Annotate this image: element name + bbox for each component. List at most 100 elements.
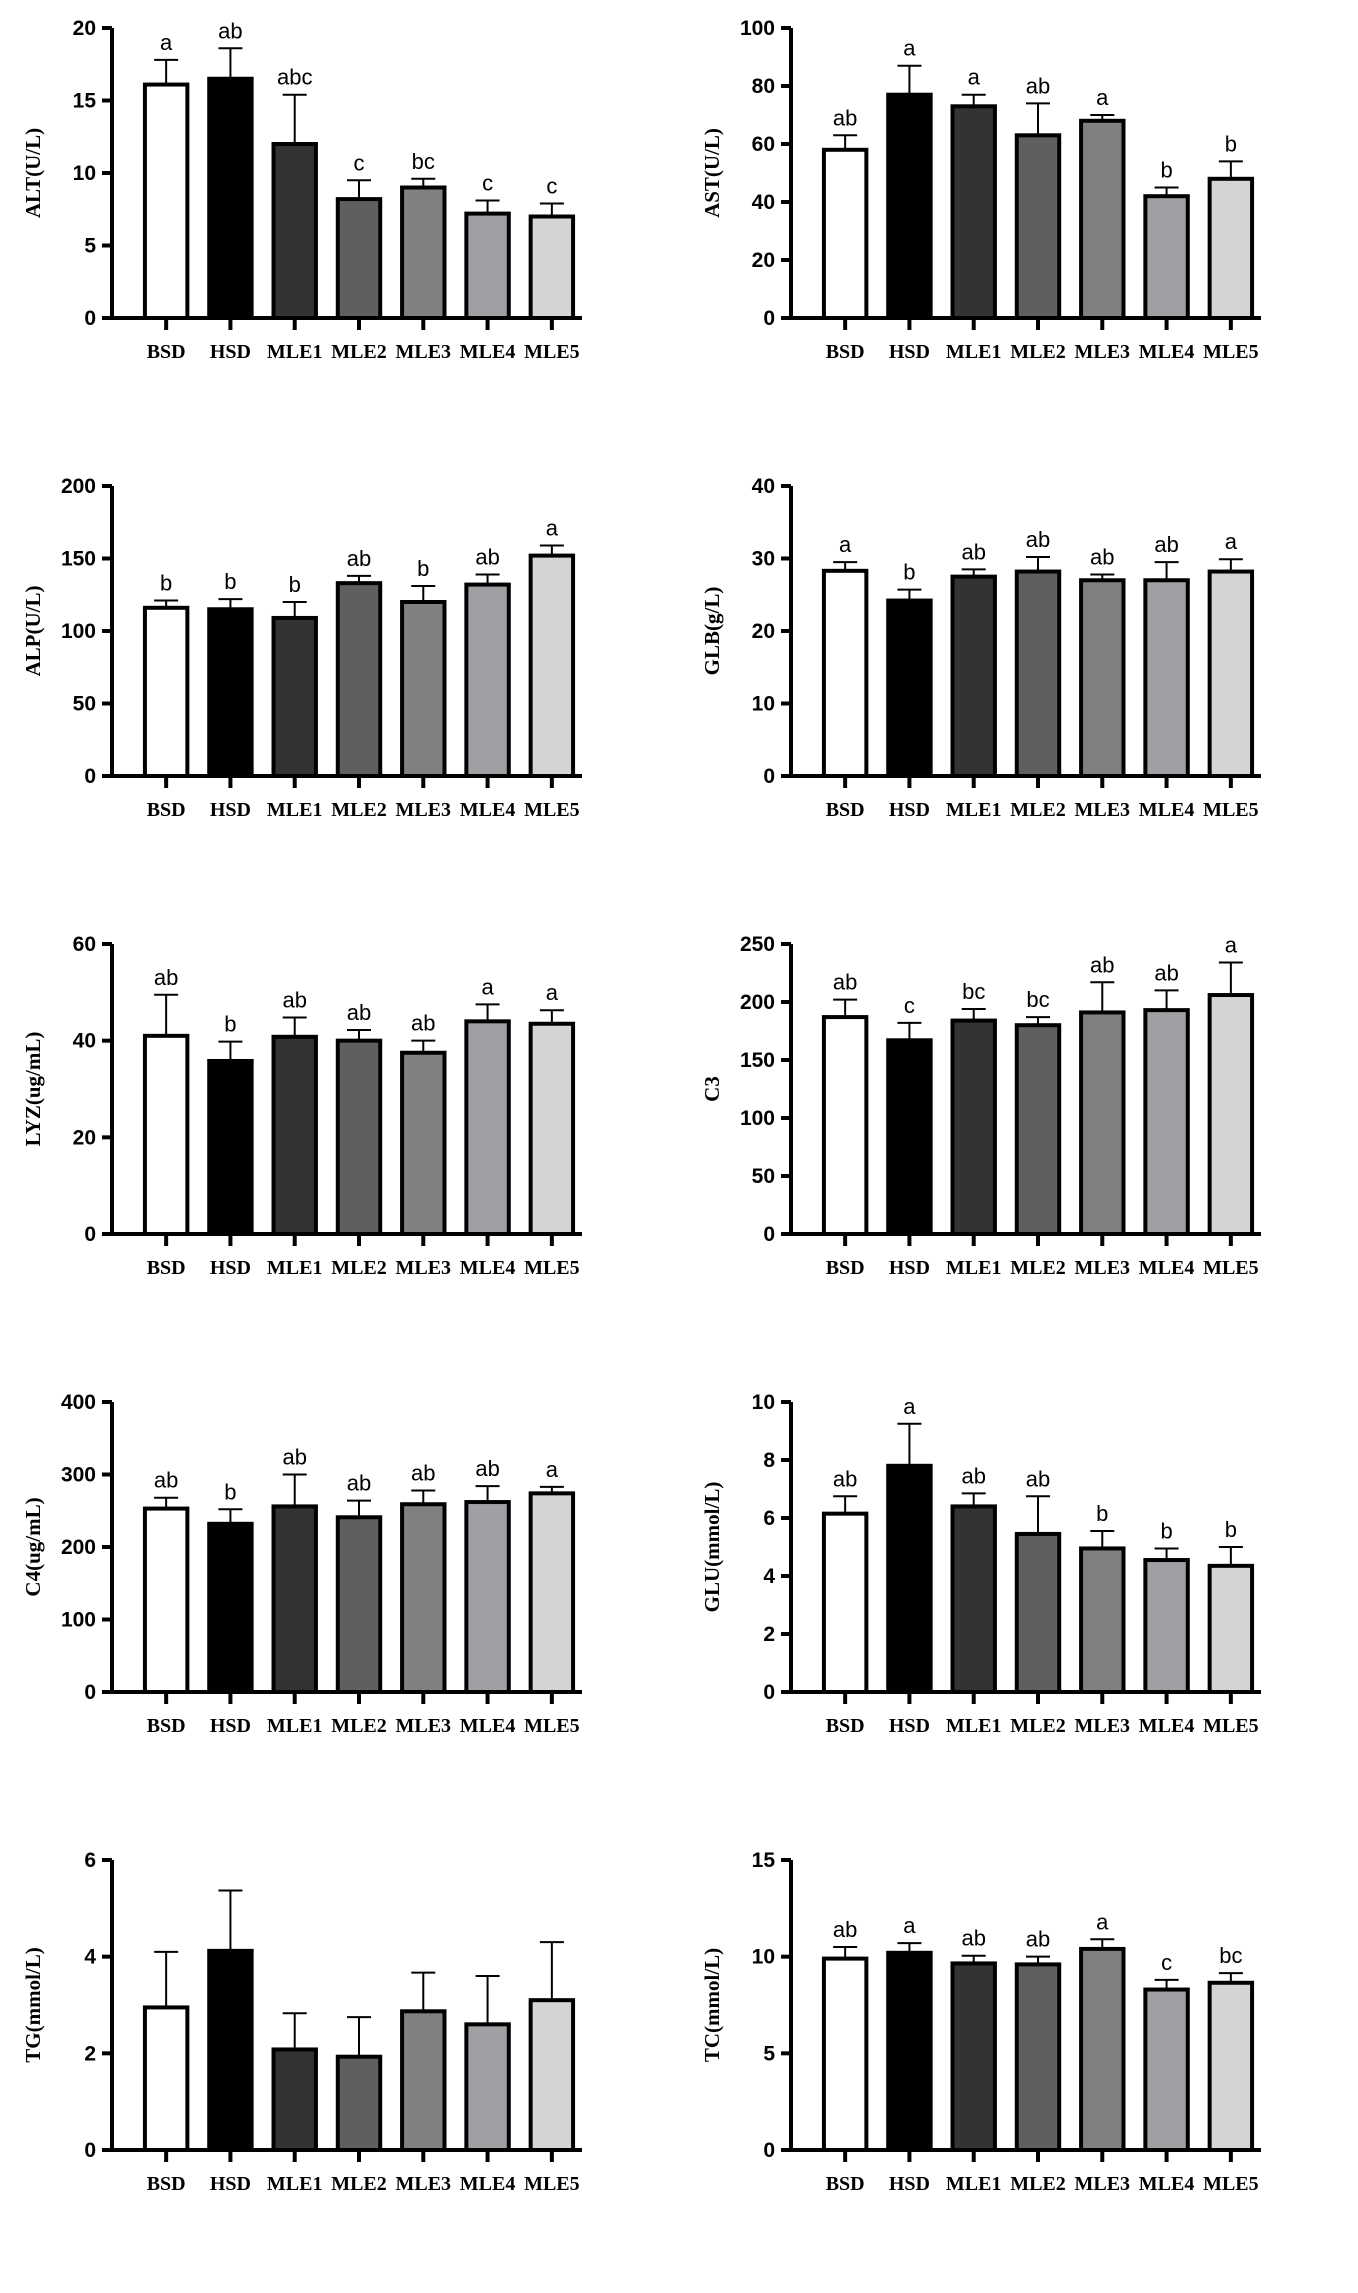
y-tick-label: 60 bbox=[73, 933, 96, 956]
y-tick-label: 15 bbox=[73, 90, 97, 113]
bar-hsd bbox=[886, 1950, 933, 2152]
bar-mle3 bbox=[1079, 578, 1126, 778]
x-tick-label: MLE4 bbox=[1139, 341, 1195, 363]
chart-panel-1: 0 20 40 60 80 100 AST(U/L) BSD ab HSD a MLE1 a MLE2 ab… bbox=[679, 0, 1358, 458]
significance-letter: b bbox=[1160, 158, 1172, 183]
x-tick-label: MLE2 bbox=[1010, 1715, 1066, 1737]
significance-letter: b bbox=[224, 1012, 236, 1037]
y-tick-label: 4 bbox=[84, 1946, 96, 1969]
y-tick-label: 10 bbox=[752, 693, 775, 716]
x-tick-label: MLE4 bbox=[460, 1715, 516, 1737]
x-tick-label: MLE3 bbox=[396, 799, 452, 821]
significance-letter: ab bbox=[347, 1000, 371, 1025]
bar-mle2 bbox=[1014, 1531, 1062, 1694]
bar-mle4 bbox=[464, 1019, 511, 1237]
chart-svg: 0 100 200 300 400 C4(ug/mL) BSD ab HSD b MLE1 ab MLE… bbox=[21, 1391, 582, 1737]
x-tick-label: MLE1 bbox=[267, 799, 323, 821]
bar-mle4 bbox=[1143, 1008, 1190, 1237]
x-tick-label: MLE4 bbox=[1139, 799, 1195, 821]
significance-letter: a bbox=[1096, 85, 1109, 110]
y-tick-label: 400 bbox=[61, 1391, 96, 1414]
significance-letter: ab bbox=[154, 965, 178, 990]
bar-mle1 bbox=[271, 1034, 318, 1236]
x-tick-label: MLE5 bbox=[524, 2173, 580, 2195]
bar-mle2 bbox=[1014, 133, 1062, 320]
significance-letter: ab bbox=[1090, 544, 1114, 569]
x-tick-label: MLE5 bbox=[524, 1715, 580, 1737]
bar-mle4 bbox=[1143, 578, 1190, 778]
significance-letter: b bbox=[1160, 1518, 1172, 1543]
x-tick-label: MLE3 bbox=[396, 341, 452, 363]
significance-letter: b bbox=[289, 572, 301, 597]
bar-mle4 bbox=[464, 1500, 511, 1694]
significance-letter: ab bbox=[154, 1468, 178, 1493]
x-tick-label: HSD bbox=[889, 799, 930, 821]
y-tick-label: 150 bbox=[740, 1049, 775, 1072]
x-tick-label: MLE3 bbox=[396, 1257, 452, 1279]
significance-letter: ab bbox=[347, 546, 371, 571]
bar-mle4 bbox=[464, 2022, 511, 2152]
bar-mle1 bbox=[271, 615, 318, 778]
x-tick-label: MLE5 bbox=[1203, 2173, 1259, 2195]
x-tick-label: MLE4 bbox=[1139, 1257, 1195, 1279]
bar-bsd bbox=[142, 1506, 190, 1694]
significance-letter: abc bbox=[277, 65, 312, 90]
y-tick-label: 200 bbox=[61, 1536, 96, 1559]
x-tick-label: HSD bbox=[889, 341, 930, 363]
x-tick-label: MLE1 bbox=[946, 2173, 1002, 2195]
x-tick-label: BSD bbox=[826, 1715, 865, 1737]
x-tick-label: BSD bbox=[826, 341, 865, 363]
y-tick-label: 20 bbox=[73, 1126, 96, 1149]
x-tick-label: HSD bbox=[889, 1257, 930, 1279]
bar-bsd bbox=[142, 2005, 190, 2152]
significance-letter: bc bbox=[962, 979, 985, 1004]
significance-letter: a bbox=[903, 1913, 916, 1938]
bar-bsd bbox=[821, 1015, 869, 1236]
x-tick-label: MLE1 bbox=[946, 1715, 1002, 1737]
bar-mle2 bbox=[1014, 1023, 1062, 1236]
y-tick-label: 0 bbox=[763, 307, 775, 330]
chart-svg: 0 50 100 150 200 250 C3 BSD ab HSD c MLE1 bc MLE2 bc ML… bbox=[700, 933, 1261, 1279]
significance-letter: b bbox=[1096, 1501, 1108, 1526]
y-tick-label: 100 bbox=[61, 1609, 96, 1632]
x-tick-label: MLE3 bbox=[1075, 2173, 1131, 2195]
y-tick-label: 300 bbox=[61, 1464, 96, 1487]
chart-panel-0: 0 5 10 15 20 ALT(U/L) BSD a HSD ab MLE1 abc MLE2 c MLE… bbox=[0, 0, 679, 458]
y-tick-label: 5 bbox=[84, 235, 96, 258]
significance-letter: c bbox=[354, 150, 365, 175]
x-tick-label: MLE1 bbox=[267, 341, 323, 363]
y-tick-label: 40 bbox=[752, 475, 775, 498]
significance-letter: b bbox=[160, 571, 172, 596]
x-tick-label: HSD bbox=[889, 1715, 930, 1737]
y-tick-label: 6 bbox=[763, 1507, 775, 1530]
significance-letter: a bbox=[839, 532, 852, 557]
y-tick-label: 4 bbox=[763, 1565, 775, 1588]
significance-letter: ab bbox=[475, 1456, 499, 1481]
x-tick-label: BSD bbox=[147, 1715, 186, 1737]
bar-hsd bbox=[207, 76, 254, 320]
significance-letter: c bbox=[482, 171, 493, 196]
y-axis-label: C3 bbox=[700, 1076, 724, 1102]
y-tick-label: 40 bbox=[73, 1030, 96, 1053]
x-tick-label: MLE3 bbox=[1075, 1257, 1131, 1279]
y-tick-label: 0 bbox=[84, 2139, 96, 2162]
y-tick-label: 200 bbox=[740, 991, 775, 1014]
bar-bsd bbox=[821, 1511, 869, 1694]
significance-letter: ab bbox=[218, 18, 242, 43]
bar-mle3 bbox=[400, 185, 447, 320]
significance-letter: c bbox=[546, 173, 557, 198]
bar-hsd bbox=[886, 1463, 933, 1694]
significance-letter: ab bbox=[1154, 532, 1178, 557]
y-tick-label: 10 bbox=[752, 1391, 775, 1414]
x-tick-label: HSD bbox=[889, 2173, 930, 2195]
x-tick-label: HSD bbox=[210, 341, 251, 363]
y-tick-label: 40 bbox=[752, 191, 775, 214]
y-tick-label: 0 bbox=[763, 1223, 775, 1246]
significance-letter: ab bbox=[1154, 960, 1178, 985]
chart-svg: 0 20 40 60 LYZ(ug/mL) BSD ab HSD b MLE1 ab MLE2 ab ML… bbox=[21, 933, 582, 1279]
significance-letter: a bbox=[546, 1457, 559, 1482]
x-tick-label: MLE4 bbox=[460, 799, 516, 821]
bar-mle2 bbox=[1014, 1962, 1062, 2152]
y-tick-label: 100 bbox=[61, 620, 96, 643]
chart-panel-3: 0 10 20 30 40 GLB(g/L) BSD a HSD b MLE1 ab MLE2 ab MLE… bbox=[679, 458, 1358, 916]
